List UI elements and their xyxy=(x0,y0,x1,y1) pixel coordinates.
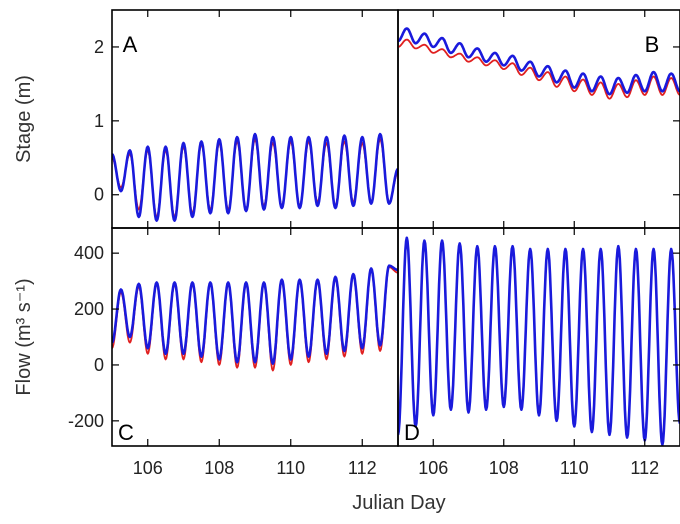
panel-B: B xyxy=(397,9,680,229)
x-tick-label: 112 xyxy=(348,458,377,478)
x-tick-label: 108 xyxy=(204,458,234,478)
series-group xyxy=(112,132,398,222)
y-tick-label: 1 xyxy=(94,111,104,131)
series-line-blue xyxy=(112,132,398,222)
y-tick-label: -200 xyxy=(68,411,104,431)
y-tick-label: 0 xyxy=(94,355,104,375)
panel-letter: A xyxy=(123,32,138,57)
x-tick-label: 110 xyxy=(560,458,589,478)
y-tick-label: 2 xyxy=(94,37,104,57)
panel-frame xyxy=(111,227,399,447)
x-tick-label: 112 xyxy=(630,458,659,478)
series-line-blue xyxy=(398,27,680,96)
y-axis-title: Flow (m³ s⁻¹) xyxy=(13,278,35,395)
panel-C: 106 108 110 112 -200 0 200 400 C Flow (m³ s⁻¹) xyxy=(13,227,399,478)
x-axis-title: Julian Day xyxy=(352,492,445,514)
x-tick-label: 110 xyxy=(276,458,305,478)
panel-letter: B xyxy=(645,32,660,57)
panel-D: 106 108 110 112 D xyxy=(397,227,680,478)
y-tick-label: 0 xyxy=(94,185,104,205)
x-tick-label: 106 xyxy=(418,458,448,478)
x-tick-label: 106 xyxy=(133,458,163,478)
y-tick-label: 400 xyxy=(74,243,104,263)
y-tick-label: 200 xyxy=(74,299,104,319)
series-group xyxy=(398,27,680,100)
series-line-red xyxy=(398,38,680,100)
series-line-blue xyxy=(112,264,398,365)
x-tick-label: 108 xyxy=(489,458,519,478)
panel-letter: D xyxy=(404,420,420,445)
panel-A: 0 1 2 A Stage (m) xyxy=(13,9,399,229)
panel-frame xyxy=(397,9,680,229)
series-group xyxy=(398,236,680,446)
panel-letter: C xyxy=(118,420,134,445)
series-line-blue xyxy=(398,236,680,446)
y-axis-title: Stage (m) xyxy=(13,75,35,163)
panels-group: 0 1 2 A Stage (m) B 106 108 110 112 -200 0 200 400 C Fl… xyxy=(13,9,680,478)
panel-frame xyxy=(397,227,680,447)
series-group xyxy=(112,264,398,372)
